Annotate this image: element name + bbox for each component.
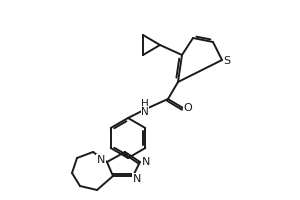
Text: N: N	[133, 174, 141, 184]
Text: N: N	[97, 155, 105, 165]
Text: N: N	[141, 107, 149, 117]
Text: N: N	[142, 157, 150, 167]
Text: O: O	[184, 103, 192, 113]
Text: H: H	[141, 99, 149, 109]
Text: S: S	[224, 56, 231, 66]
